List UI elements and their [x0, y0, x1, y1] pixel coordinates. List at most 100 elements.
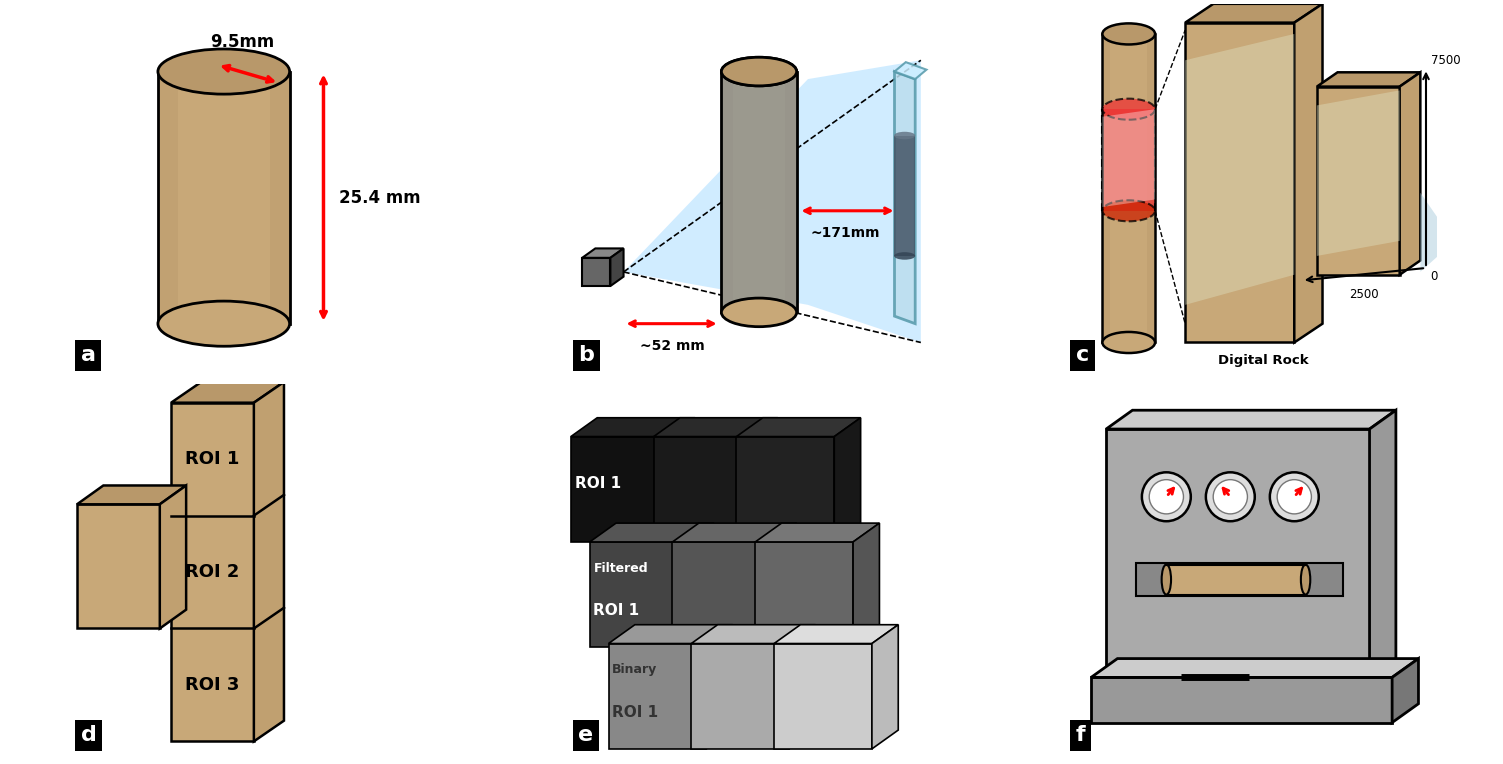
Polygon shape [1091, 659, 1419, 678]
Polygon shape [582, 257, 610, 286]
Polygon shape [691, 625, 816, 643]
Ellipse shape [1162, 565, 1171, 594]
Text: 7500: 7500 [1431, 53, 1459, 66]
Ellipse shape [1102, 200, 1156, 222]
Ellipse shape [1102, 24, 1156, 44]
Ellipse shape [1278, 480, 1312, 514]
Ellipse shape [721, 57, 797, 86]
Polygon shape [1136, 562, 1344, 597]
Polygon shape [589, 542, 687, 647]
Polygon shape [894, 72, 915, 324]
Polygon shape [609, 625, 732, 643]
Polygon shape [894, 62, 926, 79]
Polygon shape [774, 643, 872, 749]
Polygon shape [672, 542, 771, 647]
Ellipse shape [721, 298, 797, 327]
Ellipse shape [1150, 480, 1183, 514]
Polygon shape [1317, 73, 1420, 86]
Polygon shape [1166, 565, 1306, 594]
Text: 25.4 mm: 25.4 mm [338, 189, 421, 206]
Polygon shape [654, 418, 779, 436]
Polygon shape [158, 72, 177, 324]
Text: ROI 1: ROI 1 [185, 450, 239, 468]
Polygon shape [834, 418, 861, 542]
Polygon shape [1392, 659, 1419, 723]
Polygon shape [687, 523, 714, 647]
Text: 2500: 2500 [1350, 288, 1378, 301]
Polygon shape [77, 504, 159, 629]
Polygon shape [171, 382, 284, 403]
Text: a: a [81, 345, 96, 365]
Polygon shape [609, 643, 706, 749]
Text: ROI 1: ROI 1 [612, 704, 658, 720]
Polygon shape [1091, 678, 1392, 723]
Polygon shape [1147, 34, 1156, 342]
Ellipse shape [894, 252, 915, 260]
Text: d: d [81, 725, 96, 745]
Polygon shape [736, 418, 861, 436]
Ellipse shape [1142, 472, 1190, 521]
Polygon shape [654, 436, 752, 542]
Polygon shape [610, 248, 624, 286]
Polygon shape [756, 542, 854, 647]
Polygon shape [254, 382, 284, 741]
Polygon shape [271, 72, 290, 324]
Polygon shape [736, 436, 834, 542]
Text: ~171mm: ~171mm [810, 226, 881, 240]
Polygon shape [1317, 90, 1399, 256]
Ellipse shape [158, 301, 290, 346]
Polygon shape [171, 403, 254, 741]
Polygon shape [1186, 34, 1294, 305]
Text: 9.5mm: 9.5mm [210, 33, 275, 51]
Polygon shape [721, 72, 797, 312]
Text: e: e [579, 725, 594, 745]
Text: ROI 2: ROI 2 [185, 563, 239, 581]
Polygon shape [1102, 109, 1156, 211]
Ellipse shape [1213, 480, 1247, 514]
Ellipse shape [1205, 472, 1255, 521]
Polygon shape [77, 485, 186, 504]
Polygon shape [624, 60, 921, 342]
Text: Greyscale: Greyscale [574, 401, 643, 414]
Ellipse shape [1102, 332, 1156, 353]
Polygon shape [854, 523, 879, 647]
Text: Digital Rock: Digital Rock [1217, 354, 1309, 367]
Text: 0: 0 [1431, 270, 1438, 283]
Polygon shape [158, 72, 290, 324]
Polygon shape [752, 418, 779, 542]
Polygon shape [756, 523, 879, 542]
Polygon shape [1102, 109, 1156, 207]
Polygon shape [1186, 23, 1294, 342]
Ellipse shape [1270, 472, 1318, 521]
Text: ROI 1: ROI 1 [594, 603, 640, 618]
Polygon shape [1106, 429, 1369, 678]
Polygon shape [721, 72, 732, 312]
Polygon shape [721, 72, 797, 312]
Ellipse shape [1302, 565, 1311, 594]
Polygon shape [1317, 86, 1399, 275]
Ellipse shape [158, 49, 290, 94]
Polygon shape [1369, 410, 1396, 678]
Ellipse shape [894, 131, 915, 139]
Polygon shape [1294, 4, 1323, 342]
Text: Binary: Binary [612, 663, 657, 676]
Polygon shape [159, 485, 186, 629]
Polygon shape [771, 523, 797, 647]
Polygon shape [672, 523, 797, 542]
Text: ROI 1: ROI 1 [574, 477, 621, 491]
Polygon shape [789, 625, 816, 749]
Text: c: c [1076, 345, 1090, 365]
Polygon shape [706, 625, 732, 749]
Polygon shape [786, 72, 797, 312]
Polygon shape [1399, 73, 1420, 275]
Polygon shape [1102, 34, 1111, 342]
Polygon shape [1420, 193, 1455, 272]
Text: ~52 mm: ~52 mm [640, 338, 705, 353]
Text: b: b [579, 345, 594, 365]
Polygon shape [774, 625, 899, 643]
Polygon shape [582, 248, 624, 257]
Polygon shape [1106, 410, 1396, 429]
Polygon shape [571, 436, 669, 542]
Polygon shape [1102, 34, 1156, 342]
Polygon shape [1186, 4, 1323, 23]
